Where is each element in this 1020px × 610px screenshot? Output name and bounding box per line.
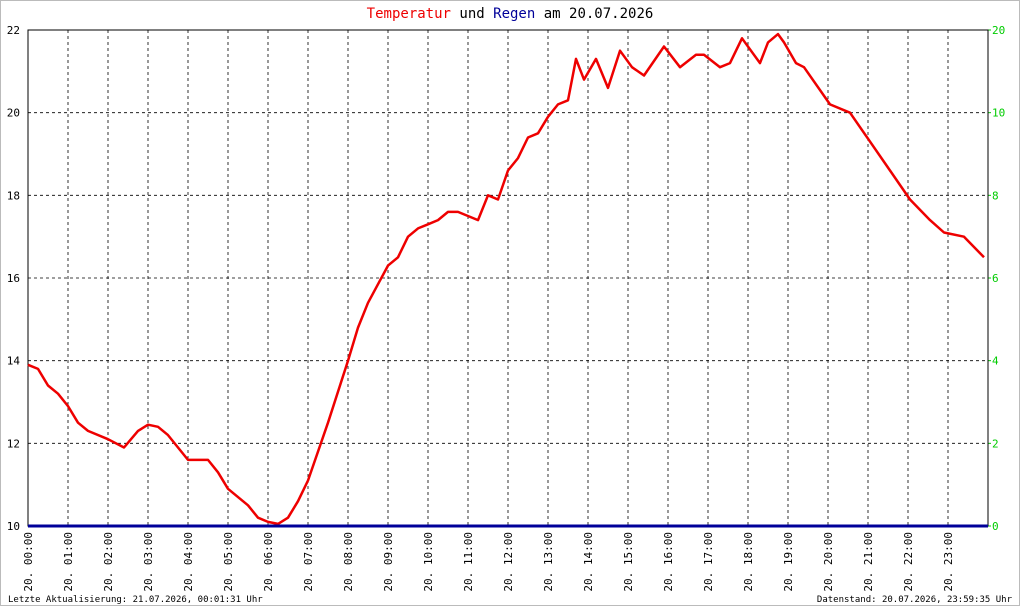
title-join: und [459,6,484,22]
y2-tick-label: 2 [992,437,999,450]
x-tick-label: 20. 15:00 [622,532,635,592]
x-tick-label: 20. 04:00 [182,532,195,592]
x-tick-label: 20. 16:00 [662,532,675,592]
y-tick-label: 14 [7,355,21,368]
footer-right: Datenstand: 20.07.2026, 23:59:35 Uhr [817,595,1013,605]
x-tick-label: 20. 11:00 [462,532,475,592]
x-tick-label: 20. 06:00 [262,532,275,592]
x-tick-label: 20. 23:00 [942,532,955,592]
x-tick-label: 20. 13:00 [542,532,555,592]
title-series-1: Temperatur [367,6,451,22]
y-tick-label: 18 [7,189,20,202]
y-tick-label: 20 [7,107,20,120]
y2-tick-label: 20 [992,24,1005,37]
x-tick-label: 20. 02:00 [102,532,115,592]
chart-title: Temperatur und Regen am 20.07.2026 [367,6,654,22]
y2-tick-label: 10 [992,107,1005,120]
x-tick-label: 20. 21:00 [862,532,875,592]
x-tick-label: 20. 18:00 [742,532,755,592]
title-date: am 20.07.2026 [544,6,654,22]
x-tick-label: 20. 08:00 [342,532,355,592]
x-tick-label: 20. 03:00 [142,532,155,592]
title-series-2: Regen [493,6,535,22]
y2-tick-label: 8 [992,189,999,202]
x-tick-label: 20. 07:00 [302,532,315,592]
y-tick-label: 22 [7,24,20,37]
x-tick-label: 20. 17:00 [702,532,715,592]
y2-tick-label: 0 [992,520,999,533]
x-tick-label: 20. 14:00 [582,532,595,592]
series-line [27,32,985,526]
y2-tick-label: 4 [992,355,999,368]
footer-left: Letzte Aktualisierung: 21.07.2026, 00:01… [8,595,263,605]
x-tick-label: 20. 00:00 [22,532,35,592]
x-tick-label: 20. 22:00 [902,532,915,592]
x-tick-label: 20. 19:00 [782,532,795,592]
x-tick-label: 20. 20:00 [822,532,835,592]
y2-tick-label: 6 [992,272,999,285]
y-tick-label: 16 [7,272,20,285]
x-tick-label: 20. 05:00 [222,532,235,592]
y-tick-label: 12 [7,437,20,450]
x-tick-label: 20. 10:00 [422,532,435,592]
x-tick-label: 20. 09:00 [382,532,395,592]
x-tick-label: 20. 01:00 [62,532,75,592]
y-tick-label: 10 [7,520,20,533]
x-tick-label: 20. 12:00 [502,532,515,592]
